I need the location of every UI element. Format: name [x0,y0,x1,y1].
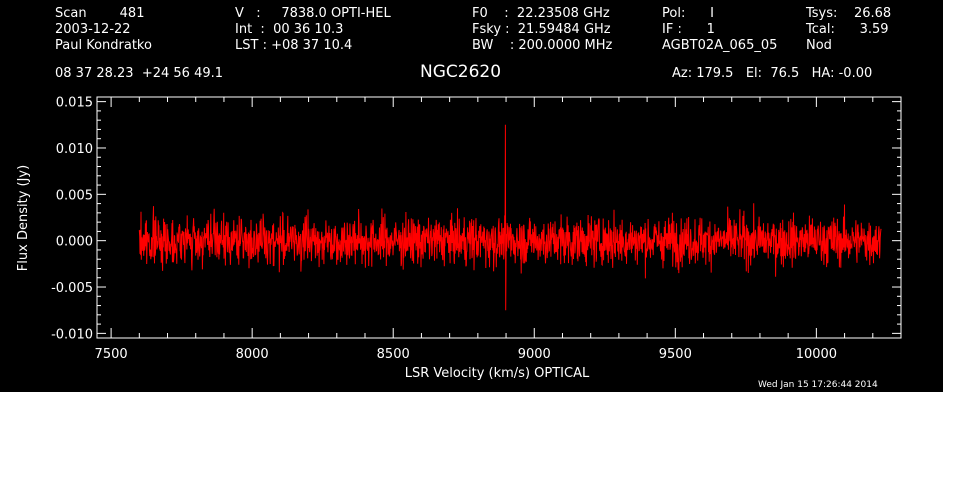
fsky-label: Fsky : 21.59484 GHz [472,22,611,37]
y-tick-label: -0.010 [51,327,93,342]
chart-title: NGC2620 [420,62,502,82]
pol-label: Pol: I [662,6,714,21]
x-tick-label: 7500 [95,347,128,362]
tcal-label: Tcal: 3.59 [806,22,889,37]
y-tick-label: 0.000 [56,235,93,250]
bandwidth-label: BW : 200.0000 MHz [472,38,613,53]
f0-label: F0 : 22.23508 GHz [472,6,610,21]
x-tick-label: 8500 [377,347,410,362]
x-axis-label: LSR Velocity (km/s) OPTICAL [405,366,590,381]
x-tick-label: 9000 [518,347,551,362]
plot-frame [96,96,902,339]
plot-panel: Scan 481 2003-12-22 Paul Kondratko V : 7… [0,0,943,392]
y-tick-label: 0.010 [56,142,93,157]
integration-label: Int : 00 36 10.3 [235,22,344,37]
spectrum-chart: -0.010 -0.005 0.000 0.005 0.010 0.015 7500 800… [16,96,902,381]
spectrum-series-line [138,124,882,311]
observer-label: Paul Kondratko [55,38,152,53]
if-label: IF : 1 [662,22,715,37]
velocity-label: V : 7838.0 OPTI-HEL [235,6,391,21]
scan-label: Scan 481 [55,6,145,21]
x-tick-label: 9500 [659,347,692,362]
coordinates-label: 08 37 28.23 +24 56 49.1 [55,66,224,81]
az-el-ha-label: Az: 179.5 El: 76.5 HA: -0.00 [672,66,873,81]
x-tick-label: 8000 [236,347,269,362]
project-label: AGBT02A_065_05 [662,38,778,53]
lst-label: LST : +08 37 10.4 [235,38,353,53]
tsys-label: Tsys: 26.68 [806,6,892,21]
y-tick-label: 0.015 [56,96,93,111]
y-tick-label: 0.005 [56,188,93,203]
date-label: 2003-12-22 [55,22,131,37]
y-tick-label: -0.005 [51,281,93,296]
x-tick-label: 10000 [796,347,837,362]
mode-label: Nod [806,38,832,53]
y-axis-label: Flux Density (Jy) [16,165,31,271]
timestamp-label: Wed Jan 15 17:26:44 2014 [758,380,878,390]
